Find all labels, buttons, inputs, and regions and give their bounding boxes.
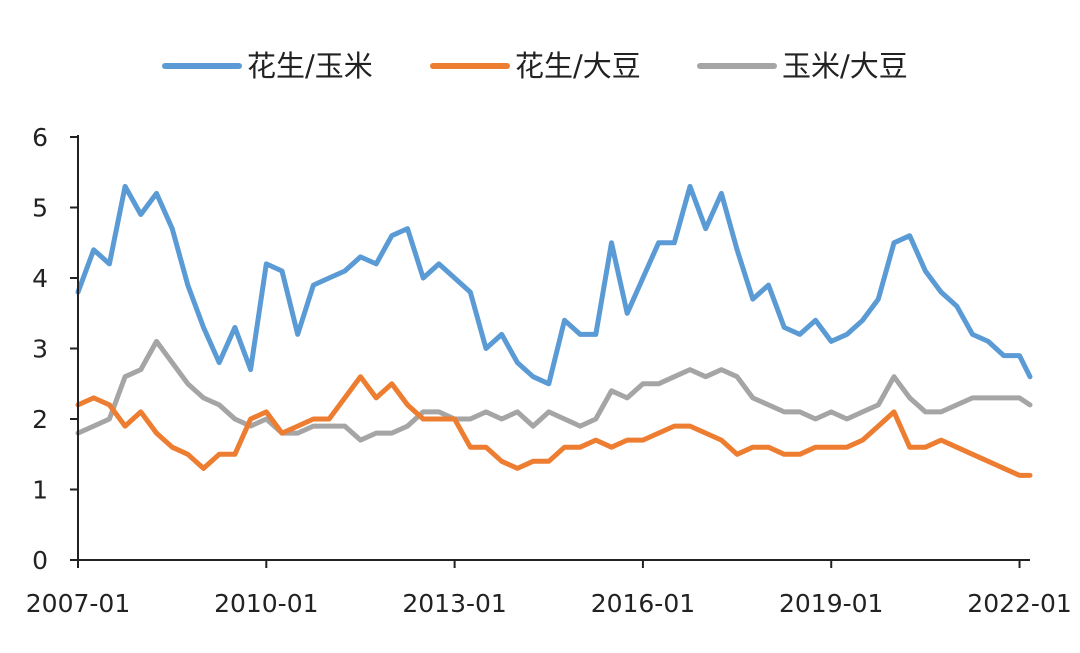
x-tick-label: 2019-01 xyxy=(779,589,883,618)
y-tick-label: 5 xyxy=(32,194,48,223)
series-line-2 xyxy=(75,338,1033,443)
x-tick-label: 2022-01 xyxy=(967,589,1071,618)
legend-label: 花生/玉米 xyxy=(247,49,373,83)
axes xyxy=(77,135,1030,561)
y-axis-ticks: 0 1 2 3 4 5 6 xyxy=(32,123,78,575)
x-tick-label: 2016-01 xyxy=(591,589,695,618)
x-tick-label: 2010-01 xyxy=(214,589,318,618)
x-axis-ticks: 2007-01 2010-01 2013-01 2016-01 2019-01 2022-… xyxy=(26,560,1072,618)
legend-label: 玉米/大豆 xyxy=(782,49,908,83)
y-tick-label: 2 xyxy=(32,405,48,434)
y-tick-label: 1 xyxy=(32,476,48,505)
y-tick-label: 3 xyxy=(32,335,48,364)
series-layer xyxy=(75,183,1033,478)
series-line-0 xyxy=(75,183,1033,387)
x-tick-label: 2007-01 xyxy=(26,589,130,618)
series-line-1 xyxy=(75,374,1033,478)
y-tick-label: 4 xyxy=(32,264,48,293)
y-tick-label: 0 xyxy=(32,546,48,575)
legend: 花生/玉米 花生/大豆 玉米/大豆 xyxy=(162,49,908,83)
x-tick-label: 2013-01 xyxy=(402,589,506,618)
legend-label: 花生/大豆 xyxy=(515,49,641,83)
y-tick-label: 6 xyxy=(32,123,48,152)
